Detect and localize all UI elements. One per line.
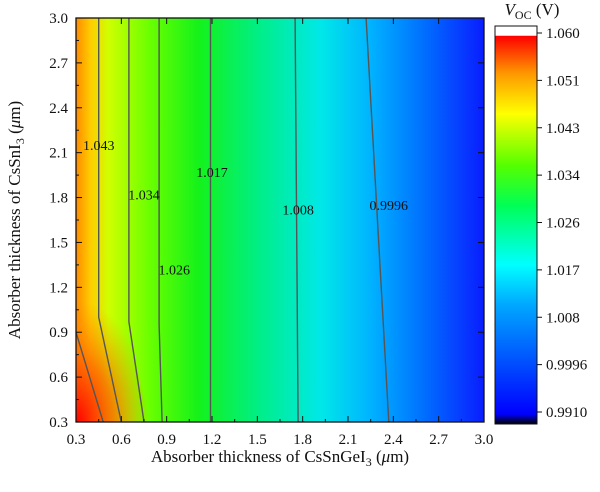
contour-label: 1.034 xyxy=(128,189,160,204)
x-tick-label: 0.6 xyxy=(112,432,131,448)
colorbar-tick-label: 1.051 xyxy=(546,73,580,89)
plot-area xyxy=(76,18,484,422)
x-axis-title: Absorber thickness of CsSnGeI3 (μm) xyxy=(151,447,409,469)
y-tick-label: 1.8 xyxy=(49,191,68,207)
colorbar: VOC (V) 1.0601.0511.0431.0341.0261.0171.… xyxy=(494,0,588,425)
colorbar-tick-label: 1.034 xyxy=(546,168,580,184)
x-tick-label: 1.5 xyxy=(248,432,267,448)
contour-label: 1.043 xyxy=(83,139,115,154)
x-tick-label: 1.2 xyxy=(203,432,222,448)
contour-line xyxy=(294,18,299,422)
colorbar-tick-label: 1.008 xyxy=(546,310,580,326)
y-axis-title: Absorber thickness of CsSnI3 (μm) xyxy=(5,101,27,339)
x-axis-ticks: 0.3 0.6 0.9 1.2 1.5 1.8 2.1 2.4 2.7 3.0 xyxy=(67,18,494,448)
colorbar-title: VOC (V) xyxy=(505,0,560,22)
colorbar-tick-label: 1.017 xyxy=(546,263,580,279)
x-tick-label: 2.7 xyxy=(429,432,448,448)
colorbar-bar xyxy=(494,25,538,425)
y-tick-label: 1.2 xyxy=(49,280,68,296)
y-tick-label: 0.6 xyxy=(49,370,68,386)
y-tick-label: 0.3 xyxy=(49,415,68,431)
colorbar-tick-label: 1.043 xyxy=(546,121,580,137)
contour-label: 0.9996 xyxy=(370,199,409,214)
contour-line xyxy=(128,18,145,422)
contour-label: 1.026 xyxy=(158,263,190,278)
colorbar-tick-label: 0.9996 xyxy=(546,358,588,374)
x-tick-label: 2.4 xyxy=(384,432,403,448)
contour-label: 1.008 xyxy=(282,204,314,219)
colorbar-tick-label: 1.026 xyxy=(546,216,580,232)
x-tick-label: 1.8 xyxy=(293,432,312,448)
contour-line xyxy=(76,331,104,422)
y-axis-ticks: 0.3 0.6 0.9 1.2 1.5 1.8 2.1 2.4 2.7 3.0 xyxy=(49,11,484,431)
y-tick-label: 3.0 xyxy=(49,11,68,27)
contour-labels: 1.043 1.034 1.026 1.017 1.008 0.9996 xyxy=(83,139,408,278)
y-tick-label: 0.9 xyxy=(49,325,68,341)
x-tick-label: 0.9 xyxy=(157,432,176,448)
y-tick-label: 2.4 xyxy=(49,101,68,117)
y-tick-label: 2.7 xyxy=(49,56,68,72)
y-tick-label: 2.1 xyxy=(49,146,68,162)
x-tick-label: 3.0 xyxy=(475,432,494,448)
contour-label: 1.017 xyxy=(196,166,228,181)
y-tick-label: 1.5 xyxy=(49,235,68,251)
x-tick-label: 2.1 xyxy=(339,432,358,448)
contour-line xyxy=(365,18,390,422)
contour-line xyxy=(97,18,122,422)
map-fill xyxy=(76,18,484,422)
x-tick-label: 0.3 xyxy=(67,432,86,448)
contour-line xyxy=(158,18,163,422)
colorbar-tick-label: 1.060 xyxy=(546,26,580,42)
colorbar-ticks: 1.060 1.051 1.043 1.034 1.026 1.017 1.008 0.999… xyxy=(537,26,588,421)
colorbar-tick-label: 0.9910 xyxy=(546,405,587,421)
contour-lines xyxy=(76,18,390,422)
